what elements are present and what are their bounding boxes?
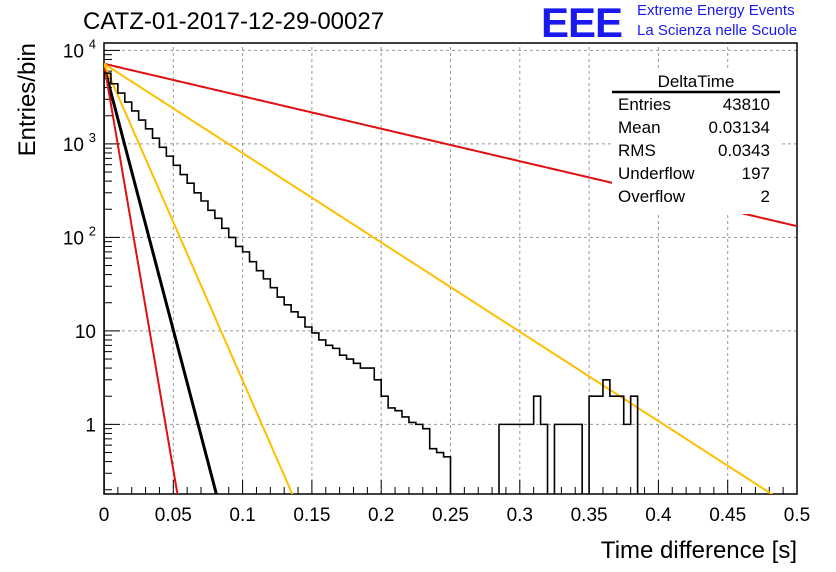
y-tick-label-exponent: 2 xyxy=(89,223,96,238)
stats-row-label: Overflow xyxy=(618,187,686,206)
stats-row-value: 197 xyxy=(742,164,770,183)
x-tick-label: 0.5 xyxy=(784,505,810,526)
x-tick-label: 0.4 xyxy=(645,505,672,526)
x-tick-label: 0 xyxy=(99,505,110,526)
x-tick-label: 0.3 xyxy=(507,505,533,526)
x-tick-label: 0.45 xyxy=(709,505,746,526)
x-tick-label: 0.1 xyxy=(229,505,255,526)
chart-title: CATZ-01-2017-12-29-00027 xyxy=(83,8,385,35)
x-axis-title: Time difference [s] xyxy=(601,537,797,564)
stats-row-value: 0.03134 xyxy=(709,118,770,137)
y-tick-label-exponent: 3 xyxy=(89,130,96,145)
y-tick-label: 1 xyxy=(85,415,96,436)
logo-subtitle-line1: Extreme Energy Events xyxy=(637,2,795,19)
stats-row-label: RMS xyxy=(618,141,656,160)
x-tick-label: 0.2 xyxy=(368,505,394,526)
fit-curve-3 xyxy=(104,62,774,494)
y-axis-title: Entries/bin xyxy=(14,43,41,156)
y-tick-label: 10 xyxy=(63,41,84,62)
stats-row-label: Mean xyxy=(618,118,661,137)
x-tick-label: 0.25 xyxy=(432,505,469,526)
stats-box-bg xyxy=(612,70,780,214)
stats-row-label: Underflow xyxy=(618,164,695,183)
stats-row-value: 0.0343 xyxy=(718,141,770,160)
fit-curve-4 xyxy=(104,63,294,494)
y-tick-label: 10 xyxy=(63,135,84,156)
y-tick-label: 10 xyxy=(75,322,96,343)
stats-box-title: DeltaTime xyxy=(658,72,735,91)
x-tick-label: 0.15 xyxy=(293,505,330,526)
stats-row-value: 43810 xyxy=(723,95,770,114)
histogram-outline xyxy=(104,72,639,494)
x-tick-label: 0.35 xyxy=(571,505,608,526)
stats-row-value: 2 xyxy=(761,187,770,206)
y-tick-label-exponent: 4 xyxy=(89,36,96,51)
eee-logo: EEE xyxy=(541,0,623,46)
logo-subtitle-line2: La Scienza nelle Scuole xyxy=(637,22,798,39)
y-tick-label: 10 xyxy=(63,228,84,249)
stats-row-label: Entries xyxy=(618,95,671,114)
x-tick-label: 0.05 xyxy=(155,505,192,526)
